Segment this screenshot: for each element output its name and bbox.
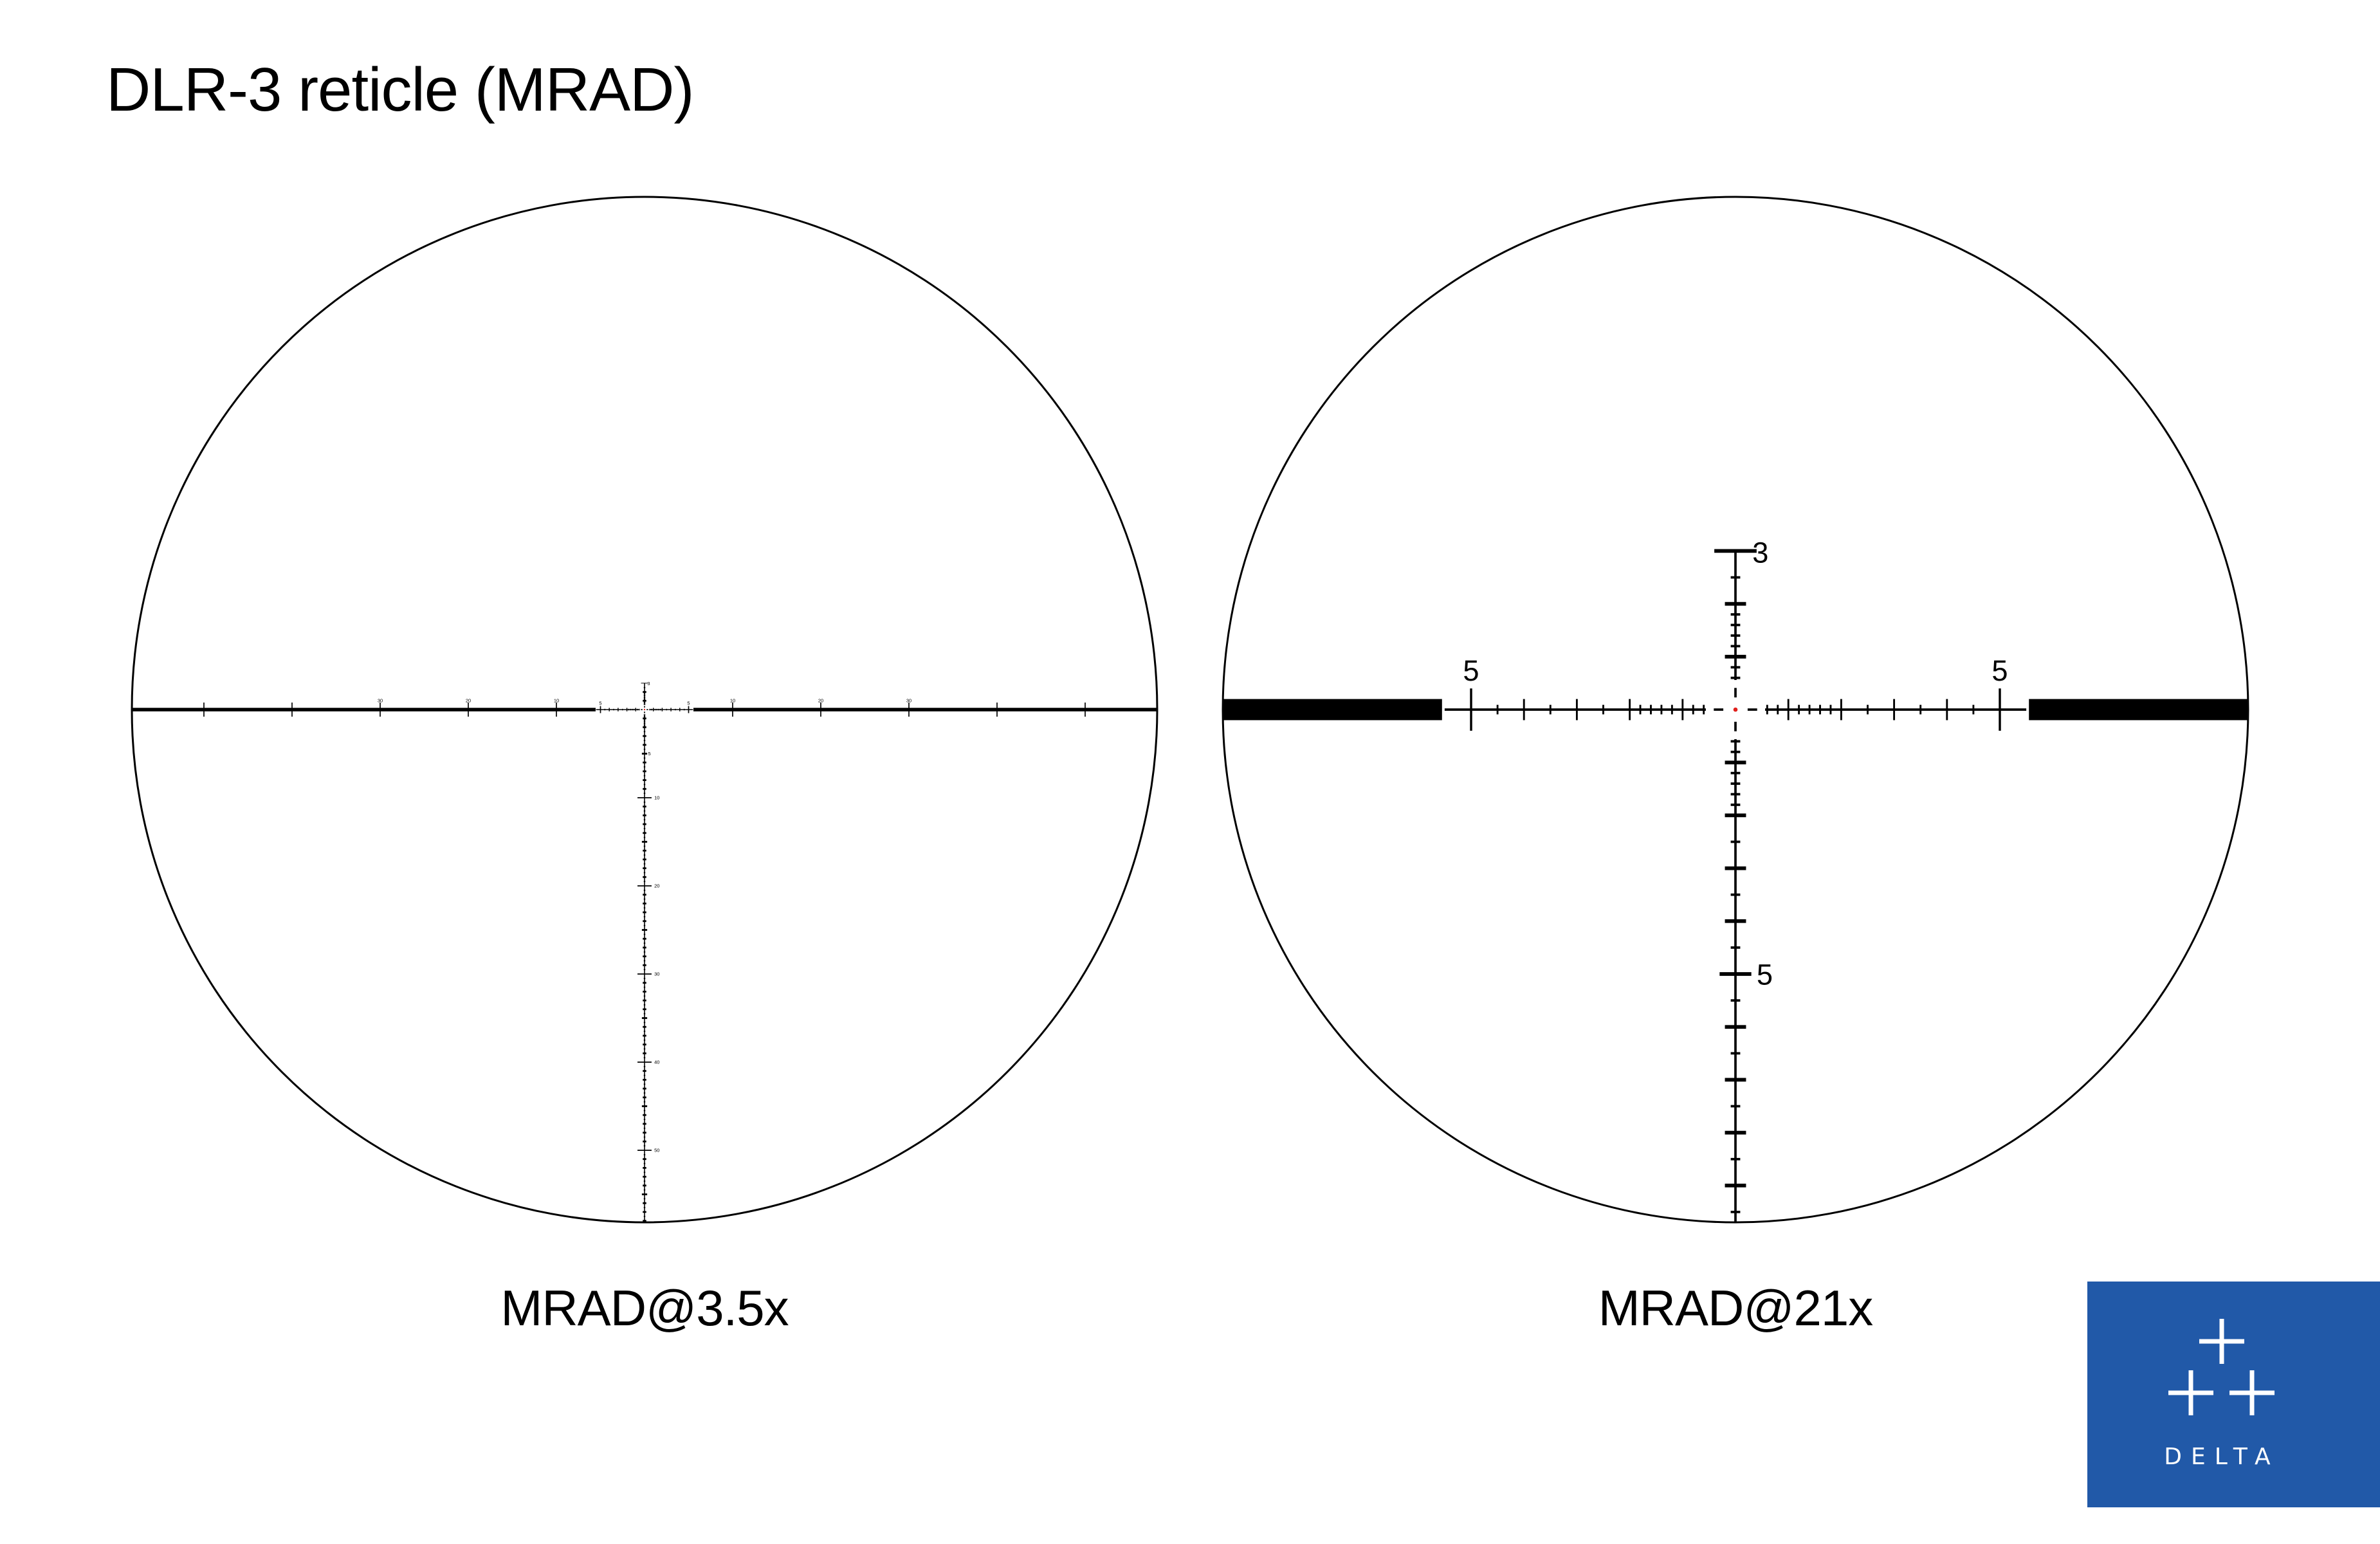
delta-logo: DELTA <box>2087 1282 2380 1507</box>
vertical-mil-label: 30 <box>654 971 659 977</box>
scope-field-circle-left <box>131 196 1158 1224</box>
thick-post-bar <box>132 708 596 712</box>
horizontal-mil-label: 30 <box>378 697 383 703</box>
reticle-view-21x: 5 10 5 10 3 5 10 <box>1191 536 2280 1255</box>
horizontal-mil-label: 10 <box>730 697 735 703</box>
thick-post-bar <box>1223 699 1442 721</box>
vertical-mil-label: 5 <box>1757 958 1773 991</box>
logo-cross-horizontal <box>2168 1390 2213 1395</box>
horizontal-mil-label: 10 <box>1191 638 1223 671</box>
horizontal-mil-label: 30 <box>906 697 911 703</box>
logo-cross-horizontal <box>2199 1339 2244 1344</box>
vertical-mil-label: 20 <box>654 883 659 889</box>
horizontal-mil-label: 20 <box>466 697 471 703</box>
logo-cross-horizontal <box>2229 1390 2275 1395</box>
horizontal-mil-label: 5 <box>687 700 690 706</box>
scope-field-circle-right <box>1222 196 2249 1224</box>
view-label-21x: MRAD@21x <box>1598 1280 1874 1336</box>
vertical-mil-label: 50 <box>654 1148 659 1153</box>
center-aim-dot <box>643 708 646 711</box>
view-label-3-5x: MRAD@3.5x <box>500 1280 789 1336</box>
horizontal-mil-label: 10 <box>2248 638 2280 671</box>
logo-crosses-icon <box>2168 1319 2275 1415</box>
vertical-top-label: 3 <box>647 681 650 686</box>
horizontal-mil-label: 5 <box>1463 654 1479 687</box>
vertical-mil-label: 10 <box>654 795 659 801</box>
vertical-mil-label: 10 <box>1793 1222 1826 1255</box>
page-title: DLR-3 reticle (MRAD) <box>106 55 694 124</box>
horizontal-mil-label: 20 <box>818 697 823 703</box>
horizontal-mil-label: 10 <box>554 697 559 703</box>
thick-post-bar <box>693 708 1157 712</box>
thick-post-bar <box>2029 699 2248 721</box>
vertical-mil-label: 5 <box>648 751 650 757</box>
logo-wordmark: DELTA <box>2164 1444 2279 1470</box>
vertical-top-label: 3 <box>1752 536 1768 569</box>
horizontal-mil-label: 5 <box>599 700 601 706</box>
horizontal-mil-label: 5 <box>1991 654 2008 687</box>
reticle-view-3-5x: 5 10 20 30 5 10 20 30 3 5 10 20 30 40 50 <box>132 681 1157 1222</box>
center-aim-dot <box>1733 707 1738 712</box>
vertical-mil-label: 40 <box>654 1060 659 1065</box>
